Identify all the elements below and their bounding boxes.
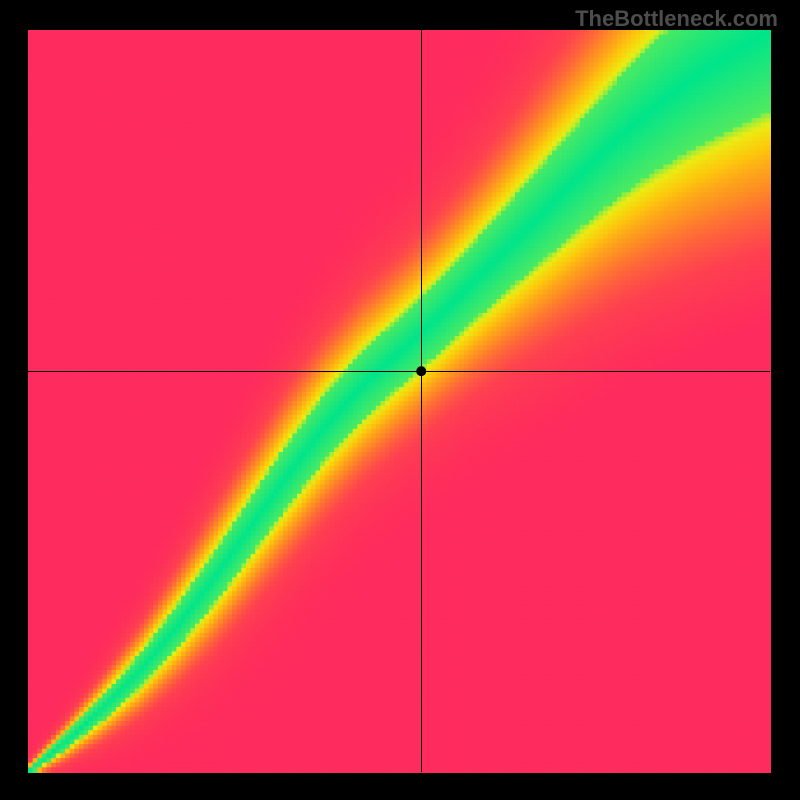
- chart-frame: TheBottleneck.com: [0, 0, 800, 800]
- bottleneck-heatmap: [0, 0, 800, 800]
- watermark-label: TheBottleneck.com: [575, 6, 778, 32]
